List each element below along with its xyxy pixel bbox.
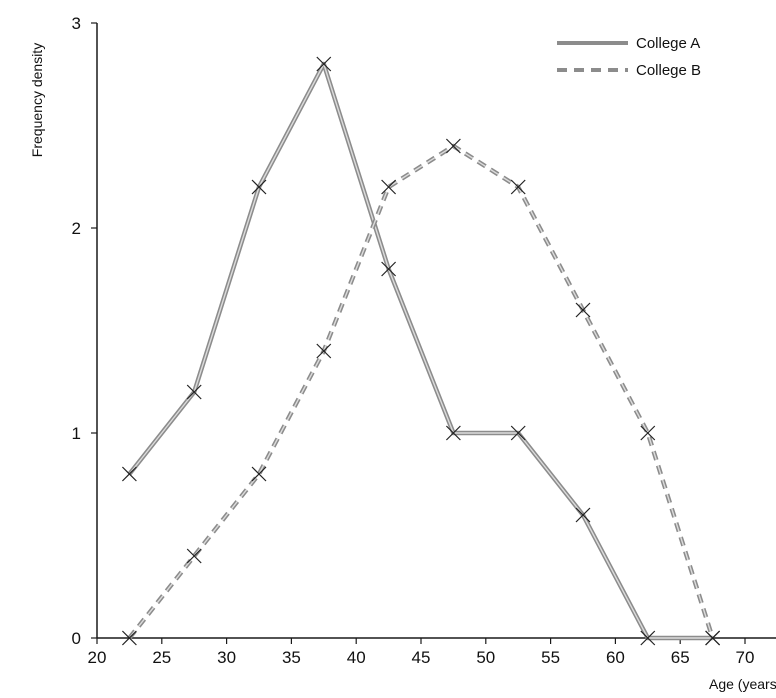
marker-stroke-b	[251, 179, 267, 195]
data-point-college-a-6	[510, 425, 526, 441]
marker-stroke-b	[381, 179, 397, 195]
x-tick-label-20: 20	[88, 648, 107, 667]
x-tick-label-65: 65	[671, 648, 690, 667]
series-line-core-college-b	[128, 145, 714, 639]
marker-stroke-b	[121, 630, 137, 646]
series-line-college-b	[127, 143, 715, 640]
marker-stroke-b	[510, 179, 526, 195]
data-point-college-a-4	[381, 261, 397, 277]
x-tick-label-25: 25	[152, 648, 171, 667]
x-tick-label-55: 55	[541, 648, 560, 667]
marker-stroke-b	[640, 425, 656, 441]
data-point-college-a-3	[316, 56, 332, 72]
y-tick-label-2: 2	[72, 219, 81, 238]
data-point-college-b-9	[705, 630, 721, 646]
legend-label-college-a: College A	[636, 35, 700, 52]
data-point-college-a-0	[121, 466, 137, 482]
x-tick-label-35: 35	[282, 648, 301, 667]
marker-stroke-b	[575, 507, 591, 523]
data-point-college-a-5	[445, 425, 461, 441]
data-point-college-b-6	[510, 179, 526, 195]
y-tick-label-1: 1	[72, 424, 81, 443]
marker-stroke-b	[316, 56, 332, 72]
data-point-college-b-0	[121, 630, 137, 646]
y-tick-label-0: 0	[72, 629, 81, 648]
legend-label-college-b: College B	[636, 62, 701, 79]
data-point-college-b-5	[445, 138, 461, 154]
data-point-college-b-4	[381, 179, 397, 195]
marker-stroke-b	[251, 466, 267, 482]
y-tick-label-3: 3	[72, 14, 81, 33]
data-point-college-a-2	[251, 179, 267, 195]
marker-stroke-b	[445, 138, 461, 154]
x-tick-label-30: 30	[217, 648, 236, 667]
marker-stroke-b	[121, 466, 137, 482]
data-point-college-a-7	[575, 507, 591, 523]
data-point-college-b-1	[186, 548, 202, 564]
data-point-college-b-8	[640, 425, 656, 441]
marker-stroke-b	[705, 630, 721, 646]
x-tick-label-45: 45	[412, 648, 431, 667]
marker-stroke-b	[186, 548, 202, 564]
x-tick-label-40: 40	[347, 648, 366, 667]
series-line-core-college-a	[128, 63, 713, 639]
data-point-college-a-1	[186, 384, 202, 400]
marker-stroke-b	[381, 261, 397, 277]
x-axis-title: Age (years)	[709, 676, 776, 692]
marker-stroke-b	[575, 302, 591, 318]
marker-stroke-b	[445, 425, 461, 441]
data-point-college-b-3	[316, 343, 332, 359]
legend: College A College B	[557, 35, 701, 79]
marker-stroke-b	[316, 343, 332, 359]
marker-stroke-b	[640, 630, 656, 646]
x-tick-label-70: 70	[736, 648, 755, 667]
data-point-college-b-7	[575, 302, 591, 318]
x-tick-label-60: 60	[606, 648, 625, 667]
x-tick-label-50: 50	[476, 648, 495, 667]
data-point-college-b-2	[251, 466, 267, 482]
marker-stroke-b	[510, 425, 526, 441]
marker-stroke-b	[186, 384, 202, 400]
y-axis-title: Frequency density	[29, 43, 45, 157]
data-point-college-a-8	[640, 630, 656, 646]
